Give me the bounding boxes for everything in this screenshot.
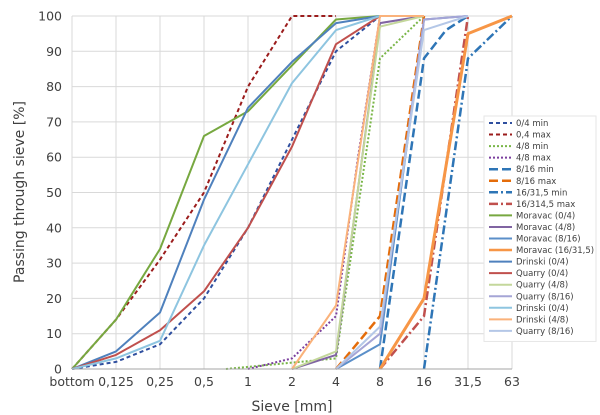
chart-grid <box>71 15 513 370</box>
x-tick-label: 2 <box>288 374 296 389</box>
x-tick-label: 8 <box>376 374 384 389</box>
x-axis-title: Sieve [mm] <box>252 399 333 415</box>
legend-label: Drinski (4/8) <box>516 315 569 325</box>
y-tick-label: 60 <box>46 150 62 165</box>
series-line <box>378 14 469 370</box>
legend-box <box>483 115 597 342</box>
legend-label: Moravac (16/31,5) <box>516 246 594 256</box>
series-line <box>291 15 424 370</box>
x-tick-label: 63 <box>504 374 520 389</box>
y-axis-title: Passing through sieve [%] <box>12 101 28 283</box>
legend-label: Quarry (8/16) <box>516 327 574 337</box>
legend-label: 0/4 min <box>516 119 548 129</box>
series-line <box>335 15 469 370</box>
legend-label: 16/31,5 min <box>516 188 567 198</box>
y-tick-label: 100 <box>38 9 62 24</box>
legend-label: Quarry (8/16) <box>516 292 574 302</box>
series-line <box>379 15 470 370</box>
x-tick-label: 31,5 <box>454 374 482 389</box>
legend-label: 4/8 min <box>516 142 548 152</box>
legend-label: 8/16 min <box>516 165 554 175</box>
legend-label: Moravac (4/8) <box>516 223 575 233</box>
legend-label: Moravac (8/16) <box>516 235 581 245</box>
series-line <box>71 15 381 370</box>
legend-label: Drinski (0/4) <box>516 258 569 268</box>
x-tick-label: 0,25 <box>146 374 174 389</box>
legend-label: Quarry (0/4) <box>516 269 568 279</box>
legend-label: Drinski (0/4) <box>516 304 569 314</box>
series-line <box>71 15 381 370</box>
y-tick-label: 30 <box>46 256 62 271</box>
x-tick-label: 4 <box>332 374 340 389</box>
x-tick-label: 0,125 <box>98 374 134 389</box>
y-tick-label: 40 <box>46 220 62 235</box>
series-layer <box>71 14 513 370</box>
series-line <box>71 15 381 370</box>
y-tick-label: 0 <box>54 362 62 377</box>
chart-axes: 0 10 20 30 40 50 60 70 80 90 100 bottom 0,125 0,25 0,5… <box>38 9 520 390</box>
y-tick-label: 50 <box>46 185 62 200</box>
legend-label: 4/8 max <box>516 154 551 164</box>
y-tick-label: 70 <box>46 114 62 129</box>
y-tick-label: 90 <box>46 44 62 59</box>
y-tick-label: 20 <box>46 291 62 306</box>
series-line <box>291 15 425 370</box>
y-tick-label: 10 <box>46 326 62 341</box>
series-line <box>335 15 426 370</box>
series-line <box>422 15 513 370</box>
legend-label: 16/314,5 max <box>516 200 575 210</box>
x-tick-label: bottom <box>49 374 94 389</box>
x-tick-label: 16 <box>416 374 432 389</box>
y-tick-label: 80 <box>46 79 62 94</box>
x-tick-label: 0,5 <box>194 374 214 389</box>
legend-label: 8/16 max <box>516 177 556 187</box>
series-line <box>378 14 513 370</box>
legend-label: Moravac (0/4) <box>516 211 575 221</box>
series-line <box>225 15 425 370</box>
legend-label: Quarry (4/8) <box>516 281 568 291</box>
legend-label: 0,4 max <box>516 131 551 141</box>
x-tick-label: 1 <box>244 374 252 389</box>
series-line <box>71 15 381 370</box>
series-line <box>71 15 381 370</box>
